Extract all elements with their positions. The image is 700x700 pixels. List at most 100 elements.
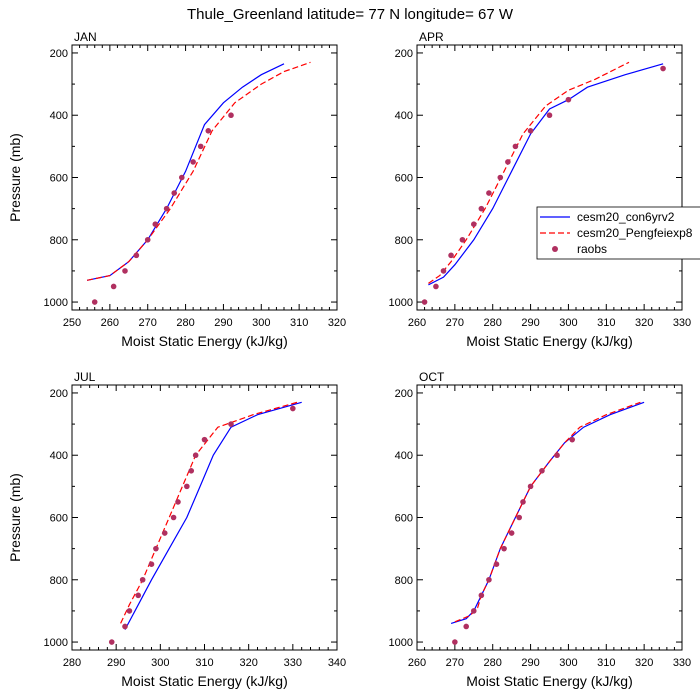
raobs-point	[478, 592, 485, 599]
raobs-point	[421, 299, 428, 305]
raobs-point	[290, 405, 296, 412]
raobs-point	[184, 483, 190, 490]
raobs-point	[508, 530, 515, 536]
raobs-point	[527, 483, 534, 490]
y-tick-label: 600	[395, 173, 413, 185]
y-tick-label: 800	[395, 235, 413, 247]
raobs-point	[527, 127, 534, 134]
raobs-point	[486, 190, 492, 196]
raobs-point	[448, 252, 454, 259]
raobs-point	[148, 561, 155, 568]
x-tick-label: 310	[195, 657, 213, 669]
series-line-cesm20-pengfeiexp8	[428, 61, 630, 284]
raobs-point	[228, 112, 234, 119]
raobs-point	[463, 623, 470, 630]
x-tick-label: 270	[446, 657, 464, 669]
y-tick-label: 600	[50, 173, 68, 185]
x-tick-label: 280	[176, 317, 194, 329]
raobs-point	[91, 299, 98, 305]
x-tick-label: 250	[63, 317, 81, 329]
y-tick-label: 800	[50, 235, 68, 247]
raobs-point	[228, 421, 234, 427]
x-axis-label: Moist Static Energy (kJ/kg)	[121, 673, 288, 689]
y-axis-label: Pressure (mb)	[7, 133, 23, 222]
x-tick-label: 320	[635, 657, 653, 669]
x-tick-label: 310	[290, 317, 308, 329]
y-tick-label: 1000	[44, 637, 68, 649]
raobs-point	[190, 159, 196, 165]
raobs-point	[516, 514, 523, 521]
raobs-point	[171, 190, 178, 196]
x-tick-label: 300	[559, 317, 577, 329]
x-tick-label: 310	[597, 317, 615, 329]
raobs-point	[122, 268, 128, 274]
y-tick-label: 600	[50, 513, 68, 525]
legend-swatch-raobs	[552, 246, 558, 252]
raobs-point	[144, 236, 151, 243]
x-tick-label: 290	[521, 317, 539, 329]
raobs-point	[152, 221, 159, 228]
x-axis-label: Moist Static Energy (kJ/kg)	[466, 673, 633, 689]
y-tick-label: 400	[395, 450, 413, 462]
series-line-cesm20-con6yrv2	[124, 401, 302, 630]
raobs-point	[520, 499, 526, 505]
x-tick-label: 280	[63, 657, 81, 669]
raobs-point	[192, 452, 199, 459]
raobs-point	[161, 530, 168, 536]
raobs-point	[554, 452, 560, 459]
panel-oct: 260 270 280 290 300 310 320 330 200 400 600 800 1000…	[389, 370, 692, 689]
x-tick-label: 270	[446, 317, 464, 329]
panel-jul: 280 290 300 310 320 330 340 200 400 600 800 1000 JUL…	[7, 370, 346, 689]
raobs-point	[478, 205, 485, 212]
x-tick-label: 320	[239, 657, 257, 669]
legend: cesm20_con6yrv2 cesm20_Pengfeiexp8 raobs	[536, 206, 700, 260]
y-tick-label: 800	[395, 575, 413, 587]
raobs-point	[486, 576, 492, 583]
raobs-point	[139, 576, 146, 583]
x-tick-label: 290	[521, 657, 539, 669]
raobs-point	[178, 174, 185, 181]
legend-label-cesm20-pengfeiexp8: cesm20_Pengfeiexp8	[577, 226, 693, 240]
x-tick-label: 330	[673, 317, 691, 329]
panel-label: JAN	[74, 30, 97, 44]
raobs-point	[133, 252, 140, 259]
raobs-point	[135, 592, 142, 599]
raobs-point	[433, 283, 439, 290]
legend-label-raobs: raobs	[577, 242, 607, 256]
raobs-point	[201, 436, 208, 443]
raobs-point	[546, 112, 553, 119]
raobs-point	[569, 436, 576, 443]
raobs-point	[188, 467, 195, 474]
series-line-cesm20-con6yrv2	[428, 63, 664, 286]
x-tick-label: 300	[151, 657, 169, 669]
x-tick-label: 330	[673, 657, 691, 669]
raobs-point	[459, 236, 466, 243]
y-tick-label: 400	[50, 450, 68, 462]
x-tick-label: 310	[597, 657, 615, 669]
x-tick-label: 340	[328, 657, 346, 669]
raobs-point	[470, 608, 477, 614]
x-tick-label: 320	[635, 317, 653, 329]
y-tick-label: 1000	[389, 637, 413, 649]
raobs-point	[505, 159, 511, 165]
y-axis-label: Pressure (mb)	[7, 473, 23, 562]
panel-label: OCT	[419, 370, 445, 384]
y-tick-label: 200	[395, 48, 413, 60]
x-tick-label: 300	[252, 317, 270, 329]
panel-jan: 250 260 270 280 290 300 310 320 200 400 600 800 1000…	[7, 30, 346, 349]
y-tick-label: 200	[395, 388, 413, 400]
raobs-point	[512, 143, 519, 150]
x-tick-label: 290	[107, 657, 125, 669]
panel-label: JUL	[74, 370, 96, 384]
x-tick-label: 260	[408, 657, 426, 669]
legend-box	[536, 206, 700, 260]
y-tick-label: 600	[395, 513, 413, 525]
raobs-point	[539, 467, 545, 474]
x-axis-label: Moist Static Energy (kJ/kg)	[121, 333, 288, 349]
legend-label-cesm20-con6yrv2: cesm20_con6yrv2	[577, 210, 675, 224]
y-tick-label: 1000	[389, 297, 413, 309]
series-line-cesm20-pengfeiexp8	[454, 401, 641, 623]
raobs-point	[170, 514, 177, 521]
panel-label: APR	[419, 30, 444, 44]
raobs-point	[122, 623, 128, 630]
